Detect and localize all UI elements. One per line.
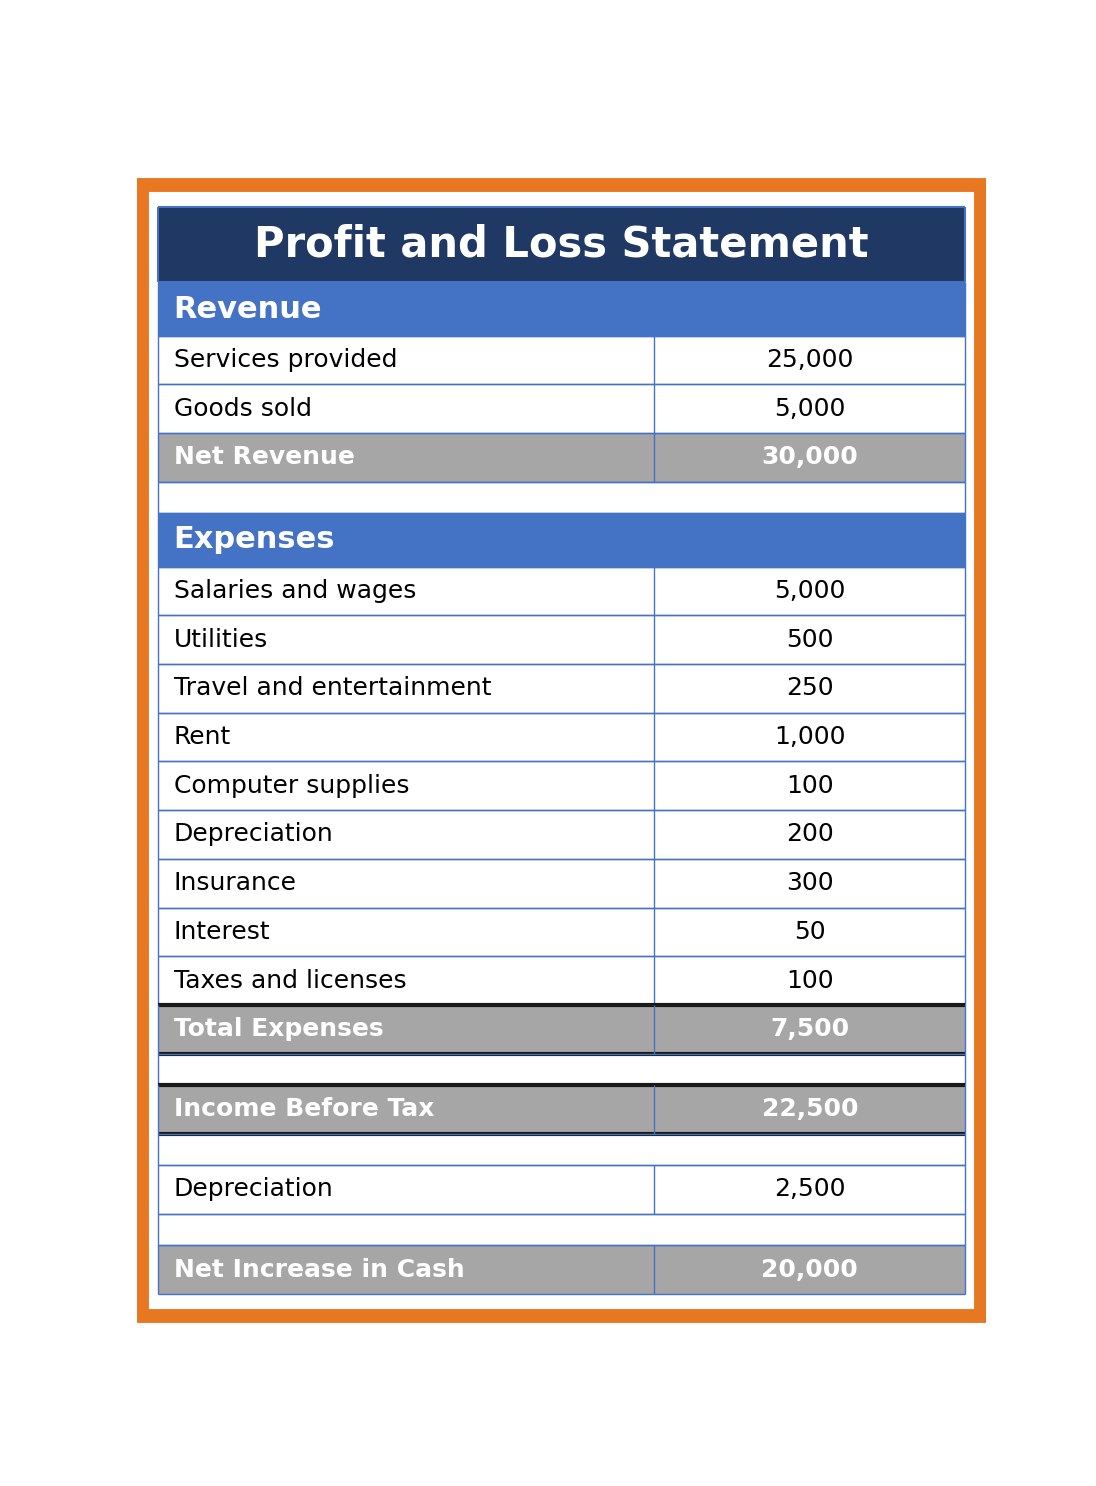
Text: 5,000: 5,000 [774,397,845,421]
Text: Utilities: Utilities [173,627,267,652]
Text: 250: 250 [786,676,834,700]
Bar [158,513,966,566]
Text: Total Expenses: Total Expenses [173,1018,384,1042]
Bar [158,1005,966,1054]
Bar [158,859,966,908]
Text: Taxes and licenses: Taxes and licenses [173,969,407,993]
Bar [158,481,966,513]
Text: Net Increase in Cash: Net Increase in Cash [173,1257,465,1281]
Text: 5,000: 5,000 [774,580,845,603]
Bar [158,282,966,336]
Bar [158,1245,966,1294]
Text: Revenue: Revenue [173,294,322,324]
Text: Interest: Interest [173,920,270,944]
Text: Income Before Tax: Income Before Tax [173,1097,434,1122]
Bar [158,1134,966,1165]
Text: Depreciation: Depreciation [173,1177,333,1202]
Text: Computer supplies: Computer supplies [173,774,409,798]
Bar [158,385,966,432]
Text: 100: 100 [786,774,834,798]
Text: Rent: Rent [173,725,231,749]
Bar [158,713,966,761]
Bar [158,810,966,859]
Text: 2,500: 2,500 [774,1177,846,1202]
Bar [158,1085,966,1134]
Text: Depreciation: Depreciation [173,822,333,847]
Text: 1,000: 1,000 [774,725,846,749]
Bar [158,908,966,955]
Text: Net Revenue: Net Revenue [173,446,354,470]
Bar [158,664,966,713]
Text: Profit and Loss Statement: Profit and Loss Statement [254,223,869,266]
Text: 7,500: 7,500 [770,1018,849,1042]
Text: Insurance: Insurance [173,871,297,895]
Bar [158,615,966,664]
Text: 50: 50 [794,920,825,944]
Text: 100: 100 [786,969,834,993]
Text: Goods sold: Goods sold [173,397,311,421]
Bar [158,1054,966,1085]
Text: Travel and entertainment: Travel and entertainment [173,676,491,700]
Bar [158,207,966,282]
Text: Salaries and wages: Salaries and wages [173,580,415,603]
Text: Expenses: Expenses [173,526,335,554]
Bar [158,432,966,481]
Text: 20,000: 20,000 [762,1257,858,1281]
Text: 300: 300 [786,871,834,895]
Bar [158,1214,966,1245]
Text: 500: 500 [786,627,834,652]
Text: 22,500: 22,500 [762,1097,858,1122]
Text: 25,000: 25,000 [766,348,854,372]
Bar [158,1165,966,1214]
Text: 200: 200 [786,822,834,847]
Bar [158,566,966,615]
Bar [158,336,966,385]
Text: 30,000: 30,000 [762,446,858,470]
Text: Services provided: Services provided [173,348,397,372]
Bar [158,761,966,810]
Bar [158,955,966,1005]
